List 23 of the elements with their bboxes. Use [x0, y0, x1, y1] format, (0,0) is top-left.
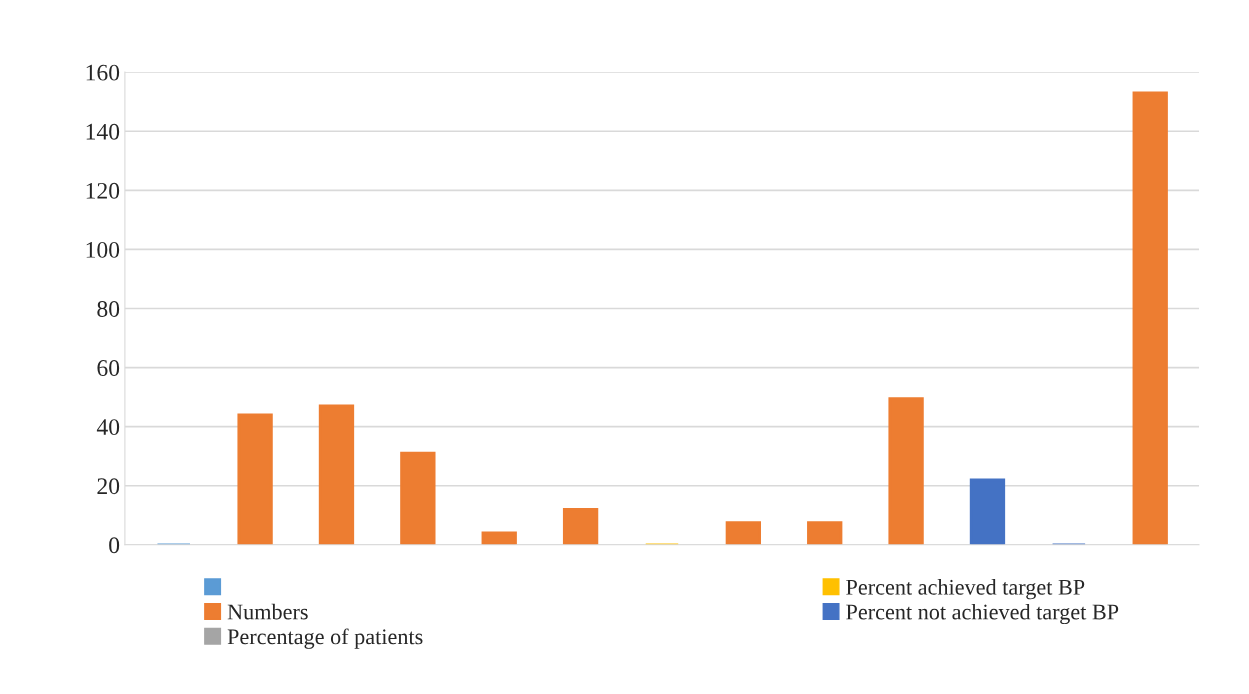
y-tick-label: 140	[86, 123, 120, 140]
bar	[888, 397, 924, 545]
legend-label: Percentage of patients	[227, 628, 423, 649]
bar	[562, 507, 599, 545]
y-tick-label: 20	[97, 478, 120, 495]
y-tick-label: 0	[109, 537, 120, 554]
legend-label: Percent not achieved target BP	[846, 603, 1119, 625]
bar	[725, 521, 762, 545]
y-tick-label: 160	[86, 64, 120, 81]
bar	[237, 413, 273, 545]
y-tick-label: 40	[96, 419, 120, 436]
bar	[1132, 91, 1168, 545]
bar	[969, 478, 1006, 545]
bar	[400, 451, 436, 545]
bar	[318, 404, 355, 545]
y-tick-label: 80	[97, 300, 120, 317]
y-tick-label: 60	[97, 360, 120, 376]
y-tick-label: 100	[86, 241, 120, 258]
legend-label: Numbers	[227, 603, 308, 620]
bar	[481, 531, 517, 545]
y-tick-label: 120	[86, 182, 120, 199]
bar	[807, 521, 843, 545]
legend-label: Percent achieved target BP	[846, 579, 1085, 600]
